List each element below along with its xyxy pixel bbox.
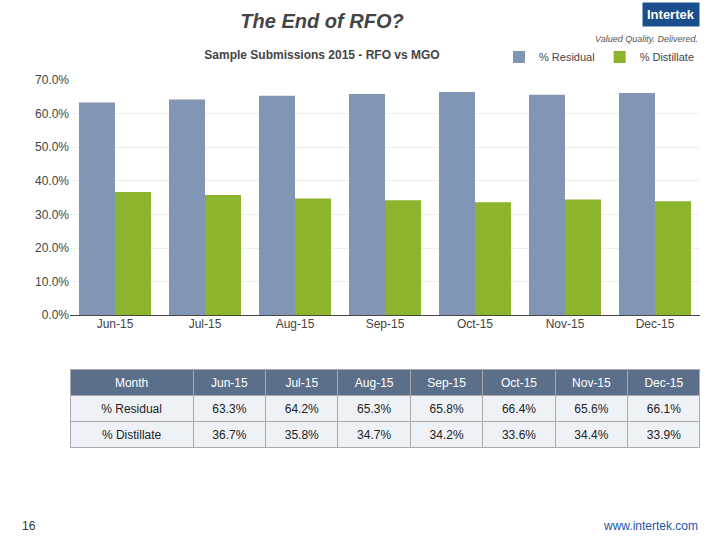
svg-text:34.7%: 34.7%	[357, 428, 391, 442]
svg-text:www.intertek.com: www.intertek.com	[603, 519, 698, 533]
svg-text:40.0%: 40.0%	[35, 174, 69, 188]
svg-text:Dec-15: Dec-15	[644, 376, 683, 390]
svg-text:Sample Submissions 2015 - RFO: Sample Submissions 2015 - RFO vs MGO	[204, 48, 439, 62]
svg-text:10.0%: 10.0%	[35, 275, 69, 289]
svg-text:% Distillate: % Distillate	[102, 428, 162, 442]
svg-text:16: 16	[22, 519, 36, 533]
svg-text:Sep-15: Sep-15	[366, 317, 405, 331]
svg-text:60.0%: 60.0%	[35, 107, 69, 121]
svg-text:Aug-15: Aug-15	[355, 376, 394, 390]
svg-text:65.6%: 65.6%	[574, 402, 608, 416]
svg-text:Nov-15: Nov-15	[572, 376, 611, 390]
svg-text:0.0%: 0.0%	[42, 308, 70, 322]
svg-text:33.6%: 33.6%	[502, 428, 536, 442]
svg-text:36.7%: 36.7%	[212, 428, 246, 442]
svg-text:34.2%: 34.2%	[430, 428, 464, 442]
svg-text:Sep-15: Sep-15	[427, 376, 466, 390]
svg-text:70.0%: 70.0%	[35, 73, 69, 87]
svg-text:Oct-15: Oct-15	[501, 376, 537, 390]
svg-text:65.8%: 65.8%	[430, 402, 464, 416]
svg-text:Dec-15: Dec-15	[636, 317, 675, 331]
svg-text:65.3%: 65.3%	[357, 402, 391, 416]
svg-text:35.8%: 35.8%	[285, 428, 319, 442]
svg-text:Month: Month	[115, 376, 148, 390]
svg-text:64.2%: 64.2%	[285, 402, 319, 416]
svg-text:63.3%: 63.3%	[212, 402, 246, 416]
svg-text:34.4%: 34.4%	[574, 428, 608, 442]
svg-text:% Residual: % Residual	[101, 402, 162, 416]
svg-text:% Distillate: % Distillate	[640, 51, 694, 63]
svg-text:The End of RFO?: The End of RFO?	[240, 10, 403, 32]
svg-text:30.0%: 30.0%	[35, 208, 69, 222]
svg-text:66.1%: 66.1%	[647, 402, 681, 416]
svg-text:20.0%: 20.0%	[35, 241, 69, 255]
svg-text:Nov-15: Nov-15	[546, 317, 585, 331]
svg-text:Jun-15: Jun-15	[211, 376, 248, 390]
svg-text:% Residual: % Residual	[539, 51, 595, 63]
svg-text:33.9%: 33.9%	[647, 428, 681, 442]
svg-text:Jun-15: Jun-15	[97, 317, 134, 331]
svg-text:Jul-15: Jul-15	[189, 317, 222, 331]
svg-text:66.4%: 66.4%	[502, 402, 536, 416]
svg-text:50.0%: 50.0%	[35, 140, 69, 154]
svg-text:Aug-15: Aug-15	[276, 317, 315, 331]
svg-text:Jul-15: Jul-15	[285, 376, 318, 390]
svg-text:Oct-15: Oct-15	[457, 317, 493, 331]
svg-text:Intertek: Intertek	[647, 7, 695, 22]
svg-text:Valued Quality. Delivered.: Valued Quality. Delivered.	[595, 34, 698, 44]
